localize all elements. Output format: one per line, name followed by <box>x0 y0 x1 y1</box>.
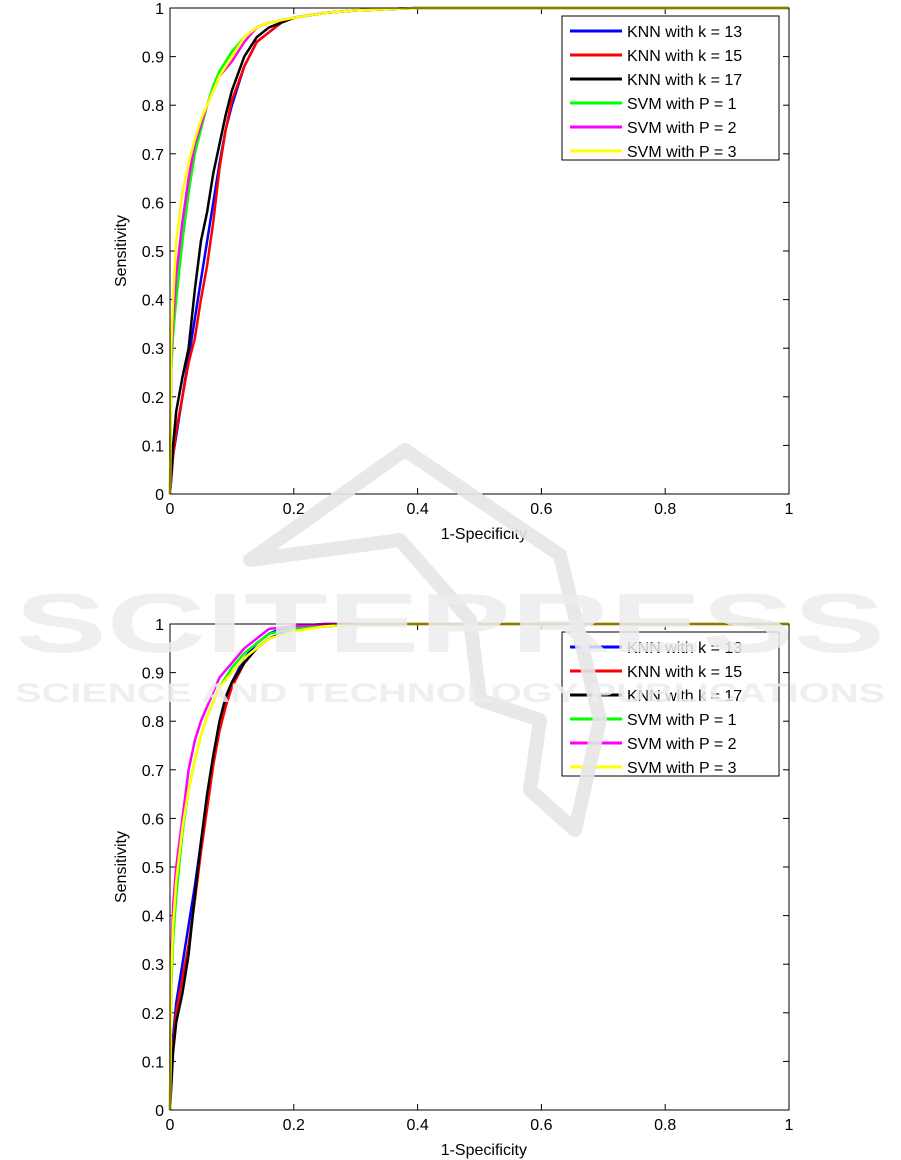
y-tick-label: 0.2 <box>142 1006 164 1023</box>
y-tick-label: 0.8 <box>142 98 164 115</box>
x-tick-label: 0 <box>166 1117 175 1134</box>
y-tick-label: 0 <box>155 487 164 504</box>
x-tick-label: 0.2 <box>283 1117 305 1134</box>
y-axis-label: Sensitivity <box>113 215 130 287</box>
x-tick-label: 0.4 <box>406 1117 428 1134</box>
legend-entry-1: KNN with k = 13 <box>627 640 742 657</box>
legend: KNN with k = 13 KNN with k = 15 KNN with k… <box>561 631 780 777</box>
chart-1: 0 0.2 0.4 0.6 0.8 1 0 0.1 0.2 0.3 0.4 0.5 0.6 0.7 0.8 0… <box>113 1 794 543</box>
legend-entry-5: SVM with P = 2 <box>627 736 737 753</box>
legend-entry-3: KNN with k = 17 <box>627 688 742 705</box>
legend-entry-5: SVM with P = 2 <box>627 120 737 137</box>
y-tick-label: 0.6 <box>142 811 164 828</box>
y-tick-label: 0.2 <box>142 390 164 407</box>
y-tick-label: 0.4 <box>142 293 164 310</box>
y-tick-label: 0.6 <box>142 195 164 212</box>
x-axis-label: 1-Specificity <box>441 526 527 543</box>
x-tick-label: 0 <box>166 501 175 518</box>
y-tick-label: 0.1 <box>142 1054 164 1071</box>
x-tick-label: 1 <box>785 501 794 518</box>
x-tick-label: 0.6 <box>530 1117 552 1134</box>
y-tick-label: 0.1 <box>142 438 164 455</box>
legend-entry-3: KNN with k = 17 <box>627 72 742 89</box>
y-tick-label: 0.9 <box>142 50 164 67</box>
legend-entry-2: KNN with k = 15 <box>627 664 742 681</box>
y-tick-label: 0.4 <box>142 909 164 926</box>
y-tick-label: 0.7 <box>142 763 164 780</box>
y-tick-label: 0.3 <box>142 341 164 358</box>
y-tick-label: 0.9 <box>142 666 164 683</box>
y-axis-label: Sensitivity <box>113 831 130 903</box>
x-tick-label: 0.2 <box>283 501 305 518</box>
y-tick-label: 0.3 <box>142 957 164 974</box>
x-axis-label: 1-Specificity <box>441 1142 527 1159</box>
legend-entry-4: SVM with P = 1 <box>627 712 737 729</box>
legend-entry-6: SVM with P = 3 <box>627 144 737 161</box>
y-tick-label: 0.8 <box>142 714 164 731</box>
legend: KNN with k = 13 KNN with k = 15 KNN with k… <box>561 15 780 161</box>
legend-box <box>561 15 780 161</box>
x-tick-label: 0.8 <box>654 501 676 518</box>
y-tick-label: 1 <box>155 1 164 18</box>
legend-entry-1: KNN with k = 13 <box>627 24 742 41</box>
x-tick-label: 0.6 <box>530 501 552 518</box>
x-tick-label: 0.4 <box>406 501 428 518</box>
y-tick-label: 0.7 <box>142 147 164 164</box>
x-tick-label: 1 <box>785 1117 794 1134</box>
y-tick-label: 0.5 <box>142 860 164 877</box>
chart-2: 0 0.2 0.4 0.6 0.8 1 0 0.1 0.2 0.3 0.4 0.5 0.6 0.7 0.8 0… <box>113 617 794 1159</box>
legend-entry-6: SVM with P = 3 <box>627 760 737 777</box>
y-tick-label: 0 <box>155 1103 164 1120</box>
series-line-6 <box>168 6 789 495</box>
x-tick-label: 0.8 <box>654 1117 676 1134</box>
y-tick-label: 1 <box>155 617 164 634</box>
legend-entry-2: KNN with k = 15 <box>627 48 742 65</box>
legend-entry-4: SVM with P = 1 <box>627 96 737 113</box>
y-tick-label: 0.5 <box>142 244 164 261</box>
